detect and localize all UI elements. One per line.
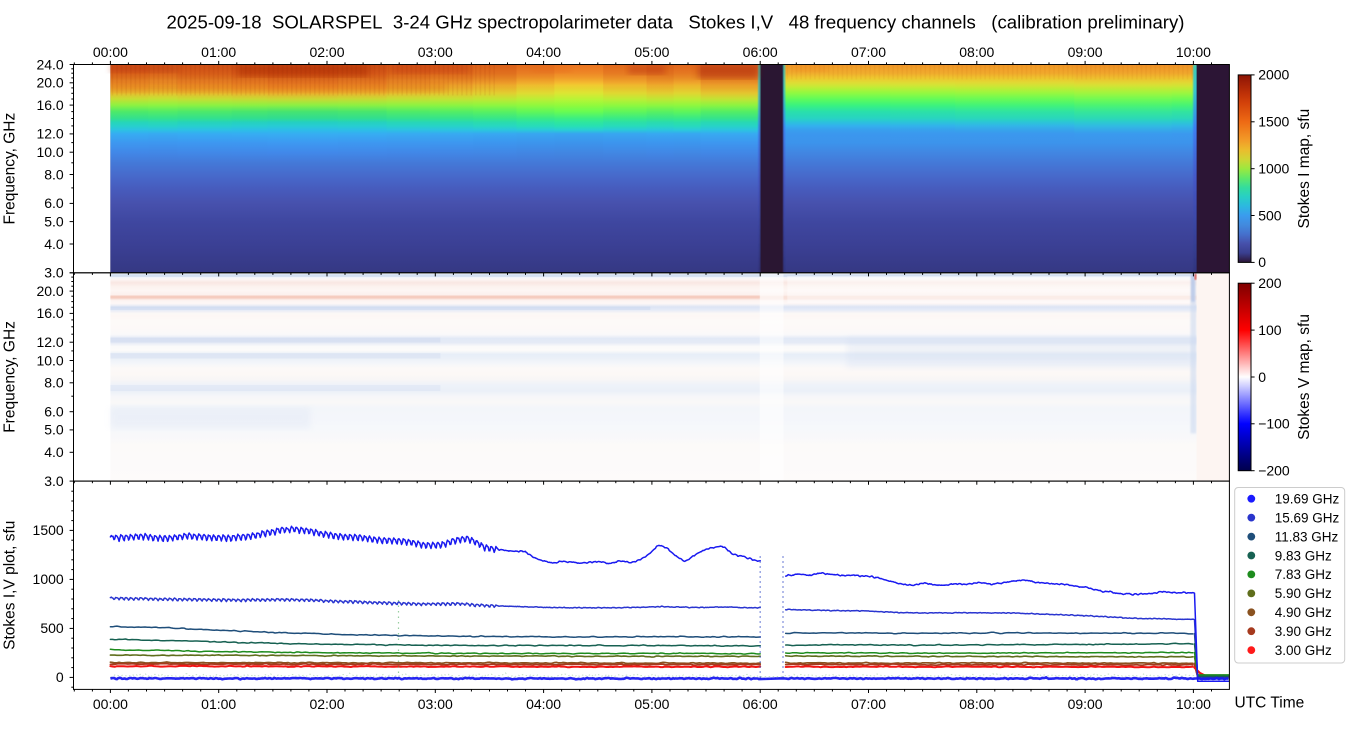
svg-text:1500: 1500 xyxy=(1258,114,1289,130)
svg-text:10.0: 10.0 xyxy=(36,352,63,368)
svg-text:01:00: 01:00 xyxy=(201,44,236,60)
svg-text:Stokes I,V plot, sfu: Stokes I,V plot, sfu xyxy=(1,521,18,650)
svg-text:05:00: 05:00 xyxy=(634,44,669,60)
svg-text:10.0: 10.0 xyxy=(36,144,63,160)
svg-text:19.69 GHz: 19.69 GHz xyxy=(1275,492,1340,507)
svg-text:3.0: 3.0 xyxy=(44,265,64,281)
svg-text:07:00: 07:00 xyxy=(851,44,886,60)
svg-text:04:00: 04:00 xyxy=(526,696,561,712)
svg-text:6.0: 6.0 xyxy=(44,195,64,211)
svg-text:Stokes V map, sfu: Stokes V map, sfu xyxy=(1296,314,1313,440)
svg-text:2000: 2000 xyxy=(1258,67,1289,83)
svg-text:10:00: 10:00 xyxy=(1176,696,1211,712)
svg-text:12.0: 12.0 xyxy=(36,334,63,350)
svg-text:1000: 1000 xyxy=(1258,161,1289,177)
svg-text:500: 500 xyxy=(1258,207,1282,223)
svg-text:3.0: 3.0 xyxy=(44,473,64,489)
svg-text:9.83 GHz: 9.83 GHz xyxy=(1275,548,1332,563)
svg-text:3.90 GHz: 3.90 GHz xyxy=(1275,624,1332,639)
svg-text:0: 0 xyxy=(56,669,64,685)
svg-text:500: 500 xyxy=(40,620,64,636)
svg-text:5.90 GHz: 5.90 GHz xyxy=(1275,586,1332,601)
svg-text:08:00: 08:00 xyxy=(959,696,994,712)
svg-text:200: 200 xyxy=(1258,275,1282,291)
svg-text:15.69 GHz: 15.69 GHz xyxy=(1275,510,1340,525)
svg-text:16.0: 16.0 xyxy=(36,305,63,321)
svg-text:5.0: 5.0 xyxy=(44,422,64,438)
svg-text:Frequency, GHz: Frequency, GHz xyxy=(2,113,19,225)
svg-text:7.83 GHz: 7.83 GHz xyxy=(1275,567,1332,582)
svg-text:UTC Time: UTC Time xyxy=(1235,695,1305,712)
svg-text:02:00: 02:00 xyxy=(309,696,344,712)
svg-text:12.0: 12.0 xyxy=(36,126,63,142)
svg-text:4.90 GHz: 4.90 GHz xyxy=(1275,605,1332,620)
svg-text:10:00: 10:00 xyxy=(1176,44,1211,60)
svg-text:00:00: 00:00 xyxy=(93,44,128,60)
svg-text:2025-09-18 SOLARSPEL 3-24 GH: 2025-09-18 SOLARSPEL 3-24 GHz spectropol… xyxy=(167,12,1185,33)
svg-text:03:00: 03:00 xyxy=(418,696,453,712)
svg-text:3.00 GHz: 3.00 GHz xyxy=(1275,643,1332,658)
svg-text:1500: 1500 xyxy=(33,522,64,538)
svg-text:08:00: 08:00 xyxy=(959,44,994,60)
svg-text:−100: −100 xyxy=(1258,416,1290,432)
svg-text:4.0: 4.0 xyxy=(44,236,64,252)
svg-text:Stokes I map, sfu: Stokes I map, sfu xyxy=(1296,109,1313,229)
svg-text:03:00: 03:00 xyxy=(418,44,453,60)
svg-text:−200: −200 xyxy=(1258,463,1290,479)
svg-text:100: 100 xyxy=(1258,322,1282,338)
svg-text:06:00: 06:00 xyxy=(743,696,778,712)
svg-text:6.0: 6.0 xyxy=(44,404,64,420)
svg-text:5.0: 5.0 xyxy=(44,213,64,229)
svg-text:16.0: 16.0 xyxy=(36,97,63,113)
svg-text:02:00: 02:00 xyxy=(309,44,344,60)
svg-text:4.0: 4.0 xyxy=(44,444,64,460)
svg-text:8.0: 8.0 xyxy=(44,375,64,391)
svg-text:Frequency, GHz: Frequency, GHz xyxy=(2,321,19,433)
svg-text:09:00: 09:00 xyxy=(1068,44,1103,60)
svg-text:20.0: 20.0 xyxy=(36,283,63,299)
svg-text:20.0: 20.0 xyxy=(36,75,63,91)
svg-text:07:00: 07:00 xyxy=(851,696,886,712)
svg-text:00:00: 00:00 xyxy=(93,696,128,712)
svg-text:05:00: 05:00 xyxy=(634,696,669,712)
svg-text:04:00: 04:00 xyxy=(526,44,561,60)
svg-text:06:00: 06:00 xyxy=(743,44,778,60)
svg-text:11.83 GHz: 11.83 GHz xyxy=(1275,529,1339,544)
svg-text:1000: 1000 xyxy=(33,571,64,587)
svg-text:0: 0 xyxy=(1258,254,1266,270)
svg-text:8.0: 8.0 xyxy=(44,166,64,182)
svg-text:09:00: 09:00 xyxy=(1068,696,1103,712)
svg-text:0: 0 xyxy=(1258,369,1266,385)
svg-text:01:00: 01:00 xyxy=(201,696,236,712)
svg-text:24.0: 24.0 xyxy=(36,56,63,72)
